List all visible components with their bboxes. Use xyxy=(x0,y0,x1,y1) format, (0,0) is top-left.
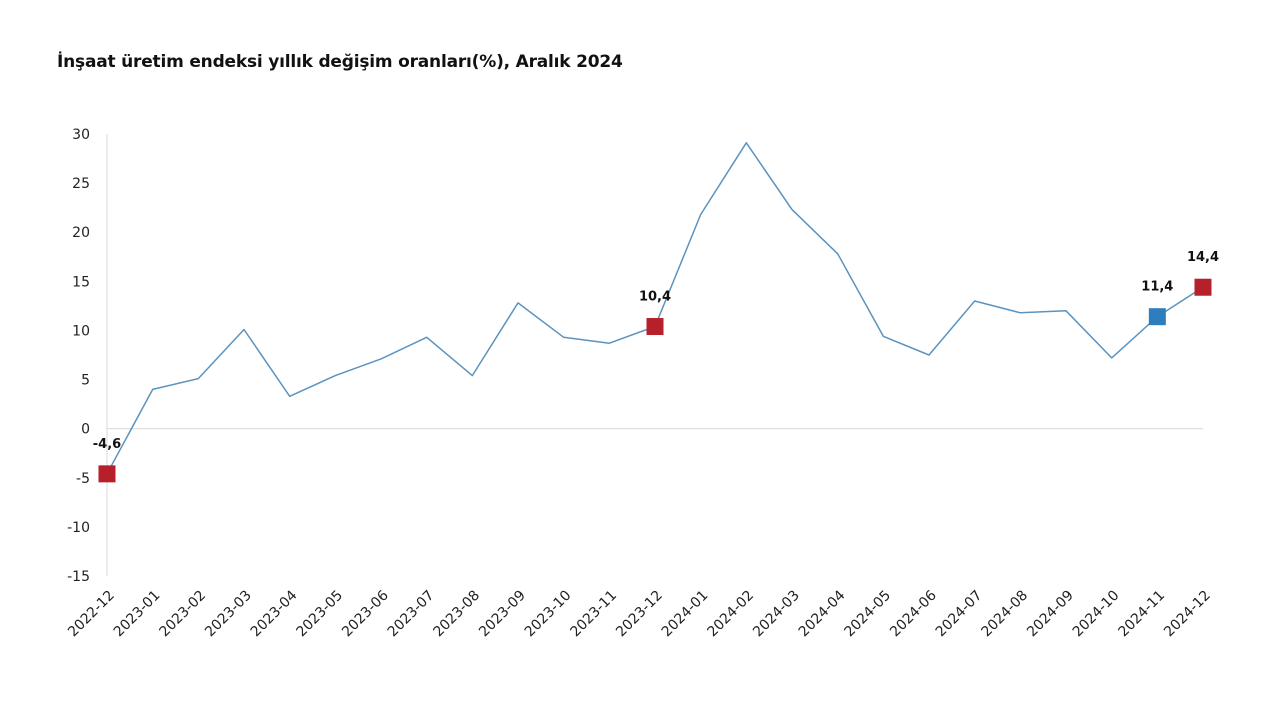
data-label: 11,4 xyxy=(1141,280,1173,295)
x-tick-label: 2024-05 xyxy=(841,588,894,641)
x-tick-label: 2023-09 xyxy=(476,588,529,641)
y-tick-label: 15 xyxy=(72,274,90,290)
chart-axes xyxy=(106,134,1203,576)
y-axis-ticks: 30 25 20 15 10 5 0 -5 -10 -15 xyxy=(67,127,90,585)
y-tick-label: 25 xyxy=(72,176,90,192)
marker-group xyxy=(98,278,1212,483)
y-tick-label: 10 xyxy=(72,323,90,339)
data-marker xyxy=(1148,308,1166,326)
data-marker xyxy=(98,465,116,483)
x-tick-label: 2023-11 xyxy=(567,588,620,641)
x-tick-label: 2023-02 xyxy=(156,588,209,641)
x-tick-label: 2024-01 xyxy=(659,588,712,641)
data-label: -4,6 xyxy=(93,437,121,452)
x-tick-label: 2023-08 xyxy=(430,588,483,641)
x-tick-label: 2024-04 xyxy=(796,587,849,640)
y-tick-label: -5 xyxy=(76,471,90,487)
x-tick-label: 2024-02 xyxy=(704,588,757,641)
series-line xyxy=(106,142,1204,475)
y-tick-label: 5 xyxy=(81,373,90,389)
data-label: 14,4 xyxy=(1187,250,1219,265)
x-tick-label: 2024-08 xyxy=(978,588,1031,641)
data-marker xyxy=(1194,278,1212,296)
x-tick-label: 2024-10 xyxy=(1070,588,1123,641)
y-tick-label: 0 xyxy=(81,422,90,438)
x-tick-label: 2023-04 xyxy=(248,587,301,640)
series-line-group xyxy=(106,142,1204,475)
x-tick-label: 2024-12 xyxy=(1161,588,1214,641)
x-tick-label: 2024-06 xyxy=(887,587,940,640)
data-label-group: -4,6 10,4 11,4 14,4 xyxy=(93,250,1219,452)
x-tick-label: 2023-06 xyxy=(339,587,392,640)
y-tick-label: -10 xyxy=(67,520,90,536)
chart-title: İnşaat üretim endeksi yıllık değişim ora… xyxy=(57,52,623,72)
x-tick-label: 2024-09 xyxy=(1024,588,1077,641)
x-tick-label: 2023-07 xyxy=(385,588,438,641)
y-tick-label: -15 xyxy=(67,569,90,585)
x-tick-label: 2023-03 xyxy=(202,588,255,641)
x-tick-label: 2023-10 xyxy=(522,588,575,641)
data-marker xyxy=(646,318,664,336)
data-label: 10,4 xyxy=(639,290,671,305)
x-tick-label: 2024-03 xyxy=(750,588,803,641)
x-tick-label: 2023-12 xyxy=(613,588,666,641)
x-axis-ticks: 2022-122023-012023-022023-032023-042023-… xyxy=(65,587,1214,640)
y-tick-label: 30 xyxy=(72,127,90,143)
x-tick-label: 2023-01 xyxy=(111,588,164,641)
x-tick-label: 2022-12 xyxy=(65,588,118,641)
y-tick-label: 20 xyxy=(72,225,90,241)
x-tick-label: 2024-07 xyxy=(933,588,986,641)
x-tick-label: 2024-11 xyxy=(1115,588,1168,641)
x-tick-label: 2023-05 xyxy=(293,588,346,641)
